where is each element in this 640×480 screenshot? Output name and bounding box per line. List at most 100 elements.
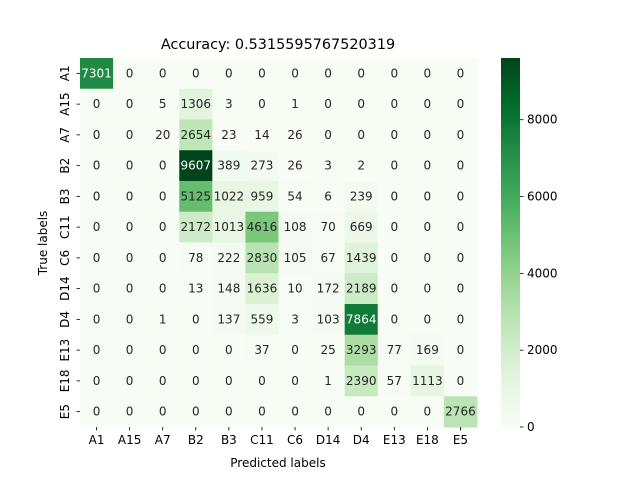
heatmap-cell bbox=[212, 58, 246, 90]
heatmap-cell bbox=[212, 119, 246, 151]
cell-value-label: 2172 bbox=[181, 220, 212, 234]
cell-value-label: 0 bbox=[357, 97, 365, 111]
heatmap-cell bbox=[278, 150, 313, 182]
cell-value-label: 0 bbox=[159, 251, 167, 265]
y-tick-label: C6 bbox=[58, 250, 72, 266]
colorbar-segment bbox=[501, 408, 520, 413]
colorbar-segment bbox=[501, 144, 520, 148]
colorbar-segment bbox=[501, 245, 520, 250]
cell-value-label: 26 bbox=[287, 128, 302, 142]
colorbar-segment bbox=[501, 402, 520, 407]
colorbar-segment bbox=[501, 70, 520, 74]
x-tick-label: D14 bbox=[316, 433, 341, 447]
colorbar-segment bbox=[501, 322, 520, 327]
heatmap-cell bbox=[311, 58, 346, 90]
cell-value-label: 25 bbox=[320, 343, 335, 357]
y-tick-label: B2 bbox=[58, 158, 72, 174]
colorbar-segment bbox=[501, 177, 520, 182]
x-tick-label: A15 bbox=[118, 433, 141, 447]
heatmap-cell bbox=[443, 181, 478, 213]
y-tick-label: A15 bbox=[58, 92, 72, 115]
colorbar-segment bbox=[501, 297, 520, 302]
colorbar-segment bbox=[501, 270, 520, 274]
cell-value-label: 1022 bbox=[214, 189, 245, 203]
heatmap-cell bbox=[179, 88, 213, 120]
x-tick-label: C11 bbox=[250, 433, 274, 447]
heatmap-cell bbox=[278, 88, 313, 120]
colorbar-segment bbox=[501, 125, 520, 130]
cell-value-label: 2390 bbox=[346, 374, 377, 388]
heatmap-cell bbox=[179, 365, 213, 397]
heatmap-cell bbox=[443, 211, 478, 243]
x-tick-label: B3 bbox=[221, 433, 237, 447]
heatmap-cell bbox=[146, 88, 180, 120]
cell-value-label: 0 bbox=[258, 66, 266, 80]
heatmap-cell bbox=[245, 304, 279, 336]
colorbar-segment bbox=[501, 313, 520, 317]
y-tick-label: D4 bbox=[58, 311, 72, 328]
colorbar-segment bbox=[501, 220, 520, 225]
heatmap-cell bbox=[410, 396, 445, 428]
cell-value-label: 67 bbox=[320, 251, 335, 265]
cell-value-label: 3 bbox=[324, 159, 332, 173]
colorbar-segment bbox=[501, 393, 520, 397]
cell-value-label: 108 bbox=[284, 220, 307, 234]
colorbar-segment bbox=[501, 414, 520, 419]
heatmap-cell bbox=[377, 242, 412, 274]
colorbar-segment bbox=[501, 134, 520, 139]
heatmap-cell bbox=[179, 304, 213, 336]
heatmap-cell bbox=[113, 273, 147, 305]
colorbar-segment bbox=[501, 119, 520, 124]
cell-value-label: 2189 bbox=[346, 282, 377, 296]
cell-value-label: 559 bbox=[251, 312, 274, 326]
cell-value-label: 23 bbox=[221, 128, 236, 142]
heatmap-cell bbox=[278, 304, 313, 336]
colorbar-segment bbox=[501, 350, 520, 354]
colorbar-segment bbox=[501, 79, 520, 84]
cell-value-label: 3293 bbox=[346, 343, 377, 357]
heatmap-cell bbox=[344, 242, 379, 274]
x-tick-label: E5 bbox=[453, 433, 468, 447]
colorbar-segment bbox=[501, 264, 520, 268]
cell-value-label: 0 bbox=[390, 97, 398, 111]
heatmap-cell bbox=[179, 181, 213, 213]
cell-value-label: 0 bbox=[159, 220, 167, 234]
heatmap-cell bbox=[311, 365, 346, 397]
cell-value-label: 0 bbox=[126, 128, 134, 142]
colorbar-segment bbox=[501, 285, 520, 290]
colorbar-segment bbox=[501, 116, 520, 121]
heatmap-cell bbox=[278, 181, 313, 213]
heatmap-cell bbox=[377, 211, 412, 243]
cell-value-label: 4616 bbox=[247, 220, 278, 234]
colorbar: 0 2000 4000 6000 8000 bbox=[501, 58, 558, 434]
heatmap-cell bbox=[113, 396, 147, 428]
colorbar-segment bbox=[501, 171, 520, 176]
colorbar-segment bbox=[501, 94, 520, 99]
cell-value-label: 0 bbox=[424, 97, 432, 111]
cell-value-label: 14 bbox=[254, 128, 269, 142]
heatmap-cell bbox=[344, 58, 379, 90]
colorbar-segment bbox=[501, 282, 520, 287]
heatmap-cell bbox=[410, 150, 445, 182]
colorbar-segment bbox=[501, 156, 520, 161]
cell-value-label: 0 bbox=[93, 220, 101, 234]
heatmap-cell bbox=[212, 304, 246, 336]
cell-value-label: 37 bbox=[254, 343, 269, 357]
colorbar-segment bbox=[501, 347, 520, 351]
heatmap-cell bbox=[344, 304, 379, 336]
heatmap-cell bbox=[179, 211, 213, 243]
heatmap-cell bbox=[311, 304, 346, 336]
heatmap-cell bbox=[212, 334, 246, 366]
cell-value-label: 0 bbox=[225, 405, 233, 419]
heatmap-cell bbox=[443, 273, 478, 305]
heatmap-cell bbox=[377, 396, 412, 428]
cell-value-label: 0 bbox=[324, 128, 332, 142]
cell-value-label: 0 bbox=[258, 374, 266, 388]
colorbar-segment bbox=[501, 82, 520, 87]
heatmap-cell bbox=[245, 150, 279, 182]
cell-value-label: 137 bbox=[217, 312, 240, 326]
cell-value-label: 0 bbox=[390, 189, 398, 203]
heatmap-cell bbox=[113, 119, 147, 151]
cell-value-label: 0 bbox=[159, 189, 167, 203]
heatmap-cell bbox=[113, 181, 147, 213]
